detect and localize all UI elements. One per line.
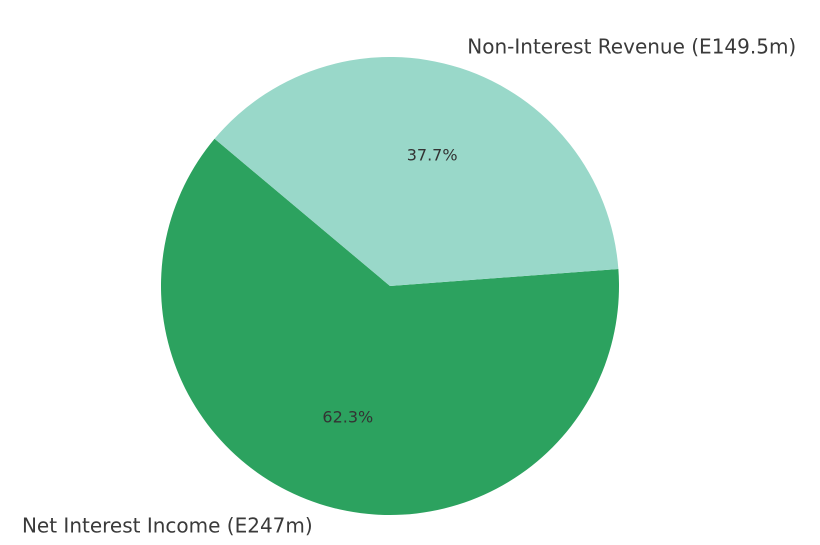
pie-slice-1-label: Net Interest Income (E247m) [22,514,313,538]
pie-slice-1-percent-label: 62.3% [322,407,373,426]
slices-layer [161,56,620,515]
pie-slice-2 [214,56,619,286]
labels-layer: 62.3% Net Interest Income (E247m) 37.7% Non… [22,34,796,537]
pie-slice-2-label: Non-Interest Revenue (E149.5m) [467,34,796,58]
pie-slice-1 [161,138,620,515]
pie-slice-2-percent-label: 37.7% [407,146,458,165]
